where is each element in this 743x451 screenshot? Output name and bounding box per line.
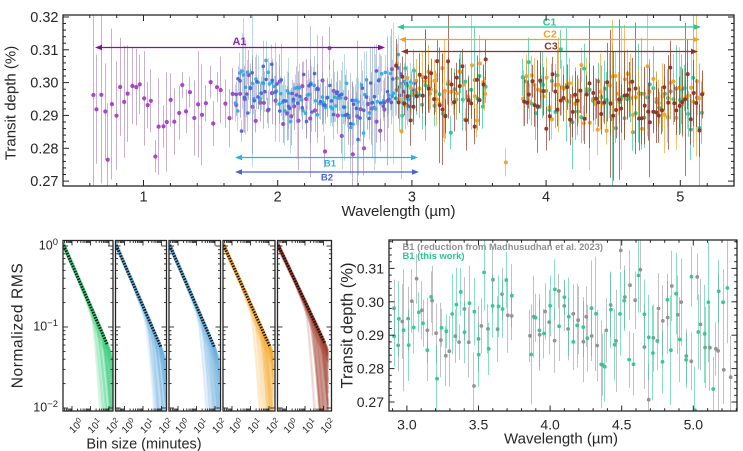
- svg-text:3: 3: [408, 190, 416, 206]
- svg-text:Wavelength (µm): Wavelength (µm): [504, 431, 618, 448]
- svg-text:0.29: 0.29: [30, 108, 58, 124]
- svg-text:C3: C3: [544, 40, 558, 52]
- svg-text:B1 (reduction from Madhusudhan: B1 (reduction from Madhusudhan et al. 20…: [403, 241, 604, 252]
- svg-text:Normalized RMS: Normalized RMS: [10, 263, 27, 389]
- svg-text:Bin size (minutes): Bin size (minutes): [86, 437, 201, 451]
- svg-text:Wavelength (µm): Wavelength (µm): [342, 203, 456, 220]
- svg-text:0.29: 0.29: [357, 327, 384, 343]
- svg-text:0.32: 0.32: [30, 10, 58, 26]
- svg-text:0.31: 0.31: [357, 260, 384, 276]
- svg-text:B2: B2: [321, 173, 333, 184]
- svg-text:3.0: 3.0: [397, 417, 417, 433]
- svg-text:A1: A1: [232, 36, 246, 48]
- svg-text:0.27: 0.27: [357, 394, 384, 410]
- svg-text:3.5: 3.5: [469, 417, 489, 433]
- svg-text:4.5: 4.5: [612, 417, 632, 433]
- svg-text:4: 4: [542, 190, 550, 206]
- svg-text:1: 1: [139, 190, 147, 206]
- svg-text:2: 2: [274, 190, 282, 206]
- svg-text:4.0: 4.0: [540, 417, 560, 433]
- svg-text:0.28: 0.28: [30, 141, 58, 157]
- svg-text:0.31: 0.31: [30, 43, 58, 59]
- svg-text:0.30: 0.30: [30, 76, 58, 92]
- svg-text:Transit depth (%): Transit depth (%): [339, 263, 357, 389]
- svg-text:5: 5: [676, 190, 684, 206]
- svg-text:5.0: 5.0: [684, 417, 704, 433]
- svg-text:0.27: 0.27: [30, 174, 58, 190]
- svg-text:Transit depth (%): Transit depth (%): [3, 46, 20, 161]
- svg-text:B1: B1: [324, 159, 337, 170]
- svg-text:C2: C2: [543, 29, 557, 41]
- svg-text:C1: C1: [543, 17, 557, 29]
- svg-text:B1 (this work): B1 (this work): [403, 250, 465, 261]
- svg-text:0.30: 0.30: [357, 294, 384, 310]
- svg-text:0.28: 0.28: [357, 361, 384, 377]
